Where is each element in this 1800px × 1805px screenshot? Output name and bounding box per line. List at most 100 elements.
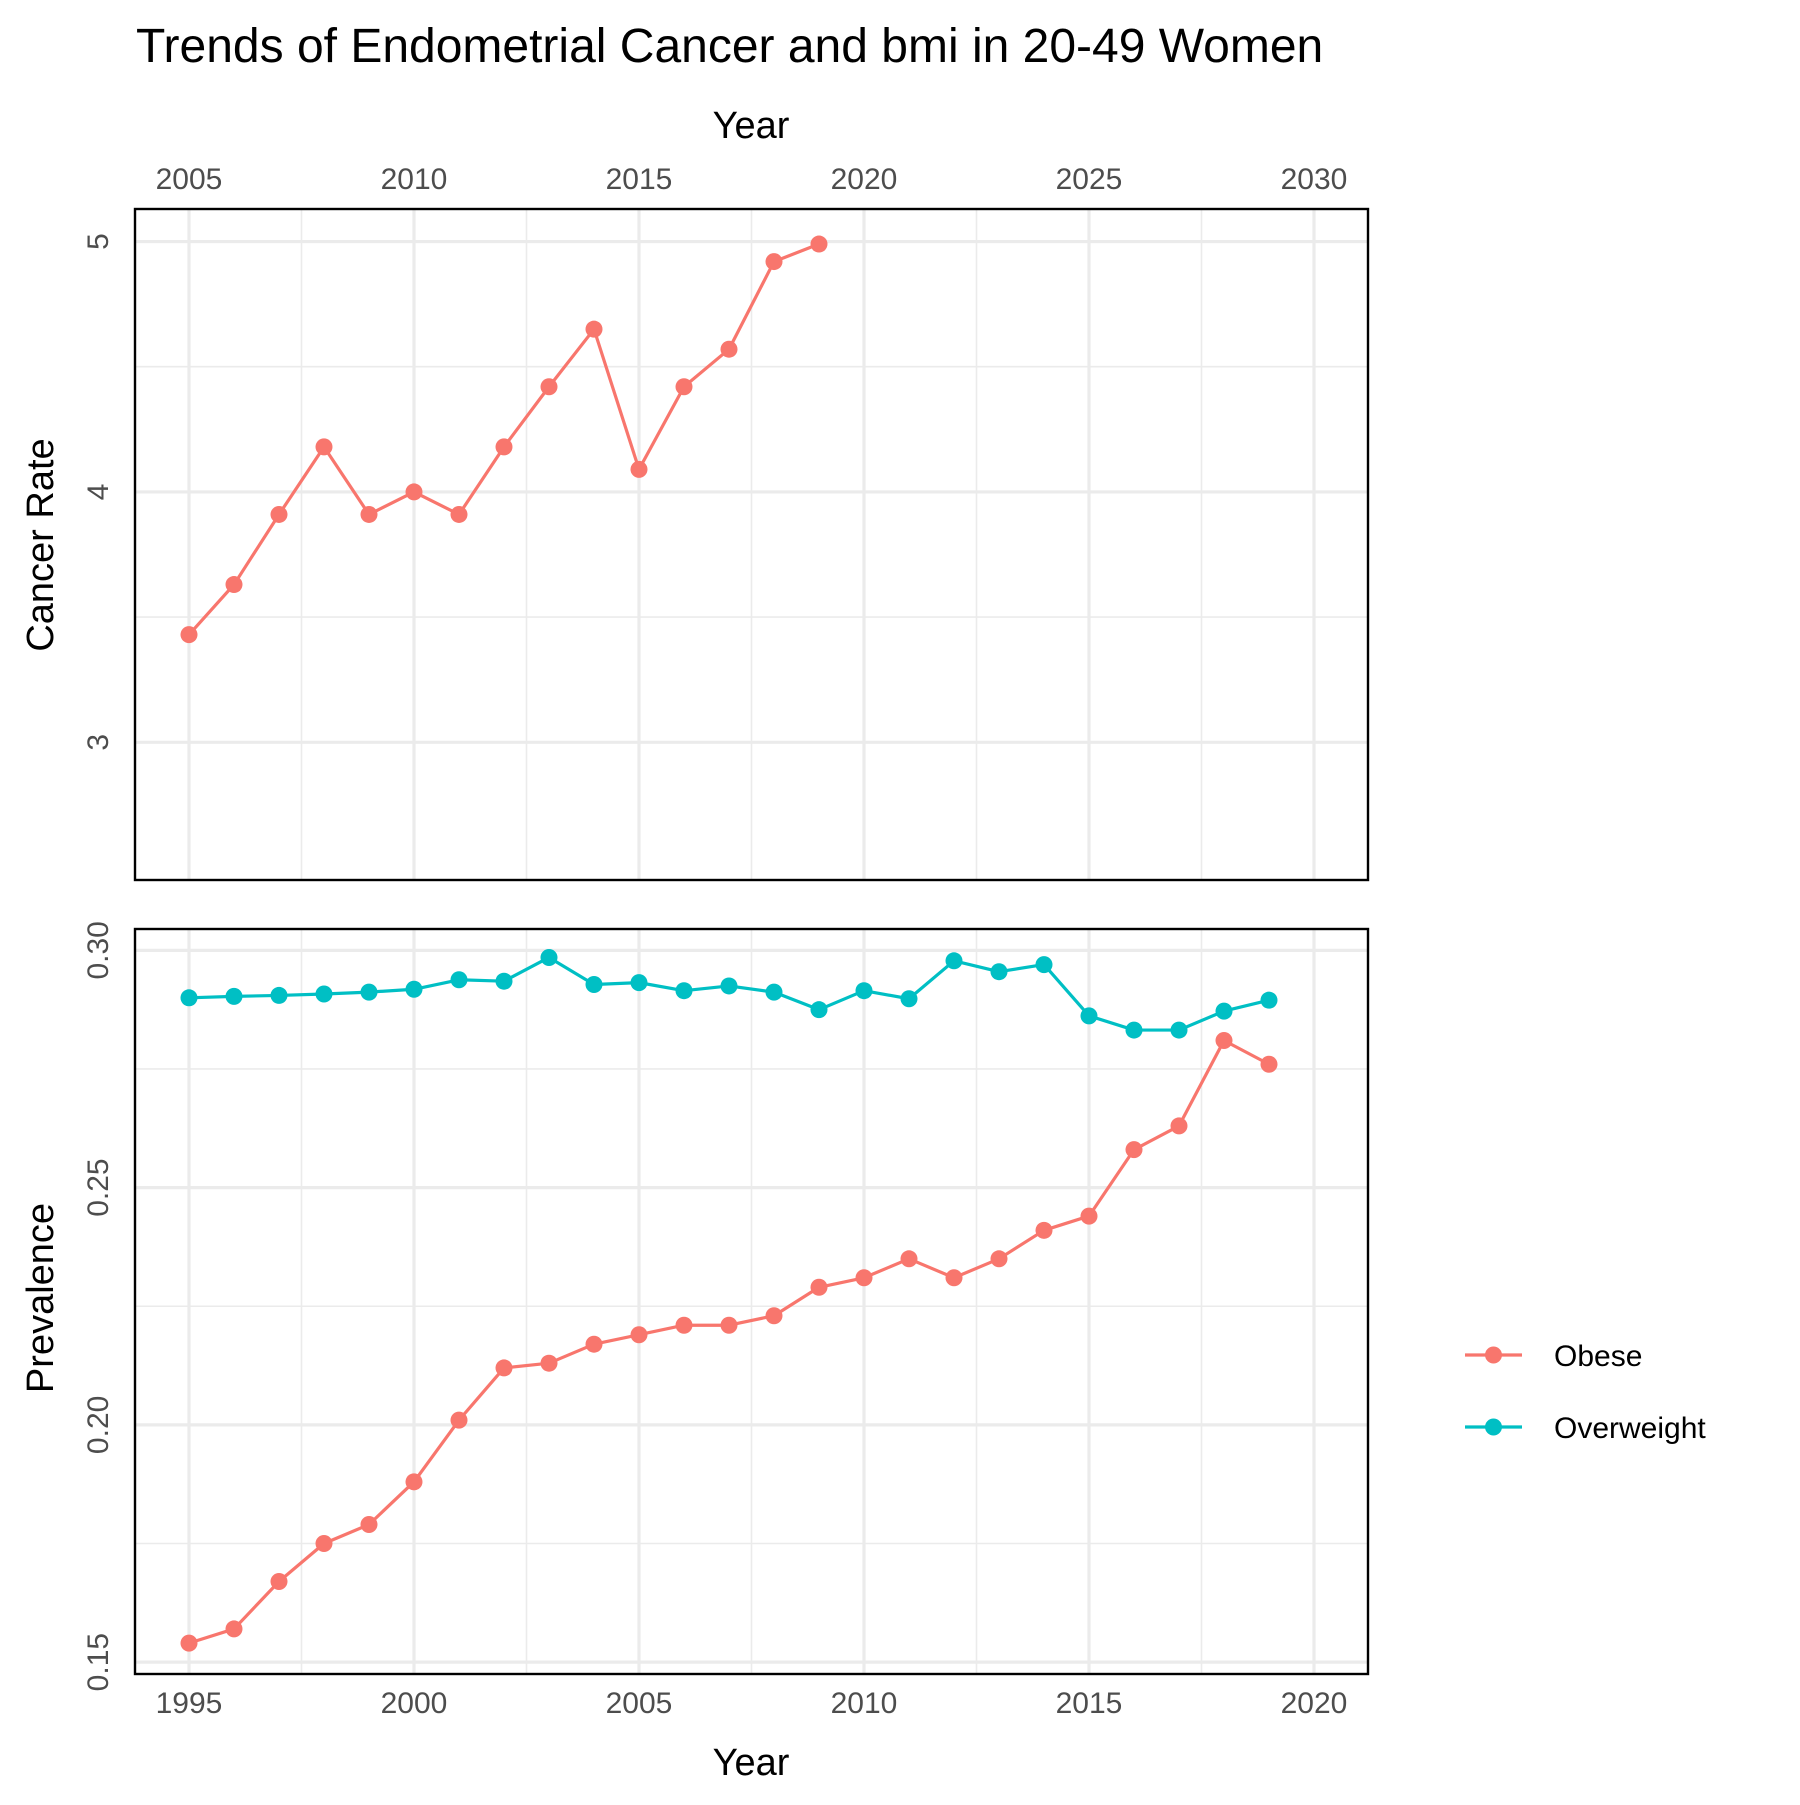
cancer-panel: 2005 2010 2015 2020 2025 2030 3 4 5 Year Cancer… <box>20 105 1370 882</box>
obese-point <box>1215 1032 1233 1050</box>
overweight-point <box>270 986 288 1004</box>
obese-point <box>810 1278 828 1296</box>
cancer-x-tick-label: 2025 <box>1056 163 1123 196</box>
obese-point <box>270 1572 288 1590</box>
cancer-point <box>675 378 693 396</box>
chart-title: Trends of Endometrial Cancer and bmi in … <box>136 20 1323 73</box>
obese-point <box>900 1250 918 1268</box>
cancer-y-tick-label: 5 <box>82 233 115 250</box>
obese-point <box>1260 1055 1278 1073</box>
bmi-gridlines <box>135 929 1368 1674</box>
bmi-panel-border <box>133 927 1370 1676</box>
cancer-point <box>225 576 243 594</box>
legend-item-obese: Obese <box>1465 1340 1642 1373</box>
overweight-point <box>1035 956 1053 974</box>
legend: Obese Overweight <box>1465 1340 1706 1445</box>
cancer-point <box>270 505 288 523</box>
cancer-point <box>405 483 423 501</box>
cancer-point <box>495 438 513 456</box>
overweight-point <box>495 972 513 990</box>
obese-point <box>1170 1117 1188 1135</box>
cancer-point <box>585 320 603 338</box>
overweight-point <box>855 982 873 1000</box>
overweight-point <box>675 982 693 1000</box>
overweight-point <box>810 1001 828 1019</box>
cancer-point <box>630 460 648 478</box>
cancer-point <box>540 378 558 396</box>
bmi-x-tick-labels: 1995 2000 2005 2010 2015 2020 <box>156 1687 1348 1720</box>
overweight-point <box>990 963 1008 981</box>
cancer-point <box>450 505 468 523</box>
cancer-x-tick-label: 2005 <box>156 163 223 196</box>
legend-key-point <box>1485 1418 1502 1436</box>
overweight-point <box>1215 1002 1233 1020</box>
overweight-point <box>630 974 648 992</box>
legend-label: Obese <box>1554 1340 1642 1373</box>
legend-key-point <box>1485 1346 1502 1364</box>
cancer-gridlines <box>135 209 1368 880</box>
obese-point <box>405 1473 423 1491</box>
obese-point <box>450 1411 468 1429</box>
bmi-y-tick-label: 0.20 <box>82 1396 115 1454</box>
obese-point <box>360 1516 378 1534</box>
cancer-x-tick-label: 2030 <box>1281 163 1348 196</box>
cancer-point <box>720 340 738 358</box>
obese-point <box>315 1535 333 1553</box>
obese-point <box>1035 1221 1053 1239</box>
bmi-x-tick-label: 2000 <box>381 1687 448 1720</box>
obese-point <box>1125 1141 1143 1159</box>
cancer-x-tick-labels: 2005 2010 2015 2020 2025 2030 <box>156 163 1348 196</box>
bmi-y-axis-title: Prevalence <box>20 1203 62 1393</box>
bmi-y-tick-labels: 0.15 0.20 0.25 0.30 <box>82 921 115 1691</box>
overweight-point <box>540 948 558 966</box>
bmi-y-tick-label: 0.15 <box>82 1633 115 1691</box>
cancer-x-tick-label: 2020 <box>831 163 898 196</box>
cancer-x-axis-title: Year <box>713 105 790 147</box>
bmi-x-tick-label: 2015 <box>1056 1687 1123 1720</box>
bmi-x-axis-title: Year <box>713 1742 790 1784</box>
bmi-series <box>180 948 1278 1652</box>
overweight-point <box>180 989 198 1007</box>
overweight-point <box>1125 1021 1143 1039</box>
overweight-point <box>900 990 918 1008</box>
obese-point <box>180 1634 198 1652</box>
overweight-point <box>945 952 963 970</box>
cancer-y-tick-labels: 3 4 5 <box>82 233 115 750</box>
cancer-point <box>180 626 198 644</box>
cancer-y-axis-title: Cancer Rate <box>20 438 62 651</box>
overweight-point <box>765 983 783 1001</box>
overweight-point <box>450 971 468 989</box>
cancer-x-tick-label: 2010 <box>381 163 448 196</box>
overweight-point <box>315 985 333 1003</box>
obese-point <box>225 1620 243 1638</box>
legend-item-overweight: Overweight <box>1465 1412 1706 1445</box>
bmi-x-tick-label: 1995 <box>156 1687 223 1720</box>
bmi-x-tick-label: 2020 <box>1281 1687 1348 1720</box>
obese-point <box>1080 1207 1098 1225</box>
obese-point <box>945 1269 963 1287</box>
bmi-x-tick-label: 2005 <box>606 1687 673 1720</box>
overweight-point <box>720 977 738 995</box>
obese-point <box>765 1307 783 1325</box>
cancer-point <box>360 505 378 523</box>
bmi-y-tick-label: 0.25 <box>82 1158 115 1216</box>
obese-point <box>495 1359 513 1377</box>
overweight-point <box>1260 991 1278 1009</box>
obese-point <box>855 1269 873 1287</box>
overweight-point <box>360 983 378 1001</box>
obese-point <box>720 1316 738 1334</box>
cancer-y-tick-label: 3 <box>82 734 115 751</box>
cancer-x-tick-label: 2015 <box>606 163 673 196</box>
cancer-point <box>315 438 333 456</box>
overweight-point <box>405 980 423 998</box>
cancer-point <box>765 253 783 271</box>
overweight-point <box>1170 1021 1188 1039</box>
obese-point <box>630 1326 648 1344</box>
bmi-y-tick-label: 0.30 <box>82 921 115 979</box>
overweight-point <box>1080 1007 1098 1025</box>
overweight-point <box>585 976 603 994</box>
cancer-y-tick-label: 4 <box>82 484 115 501</box>
obese-point <box>990 1250 1008 1268</box>
